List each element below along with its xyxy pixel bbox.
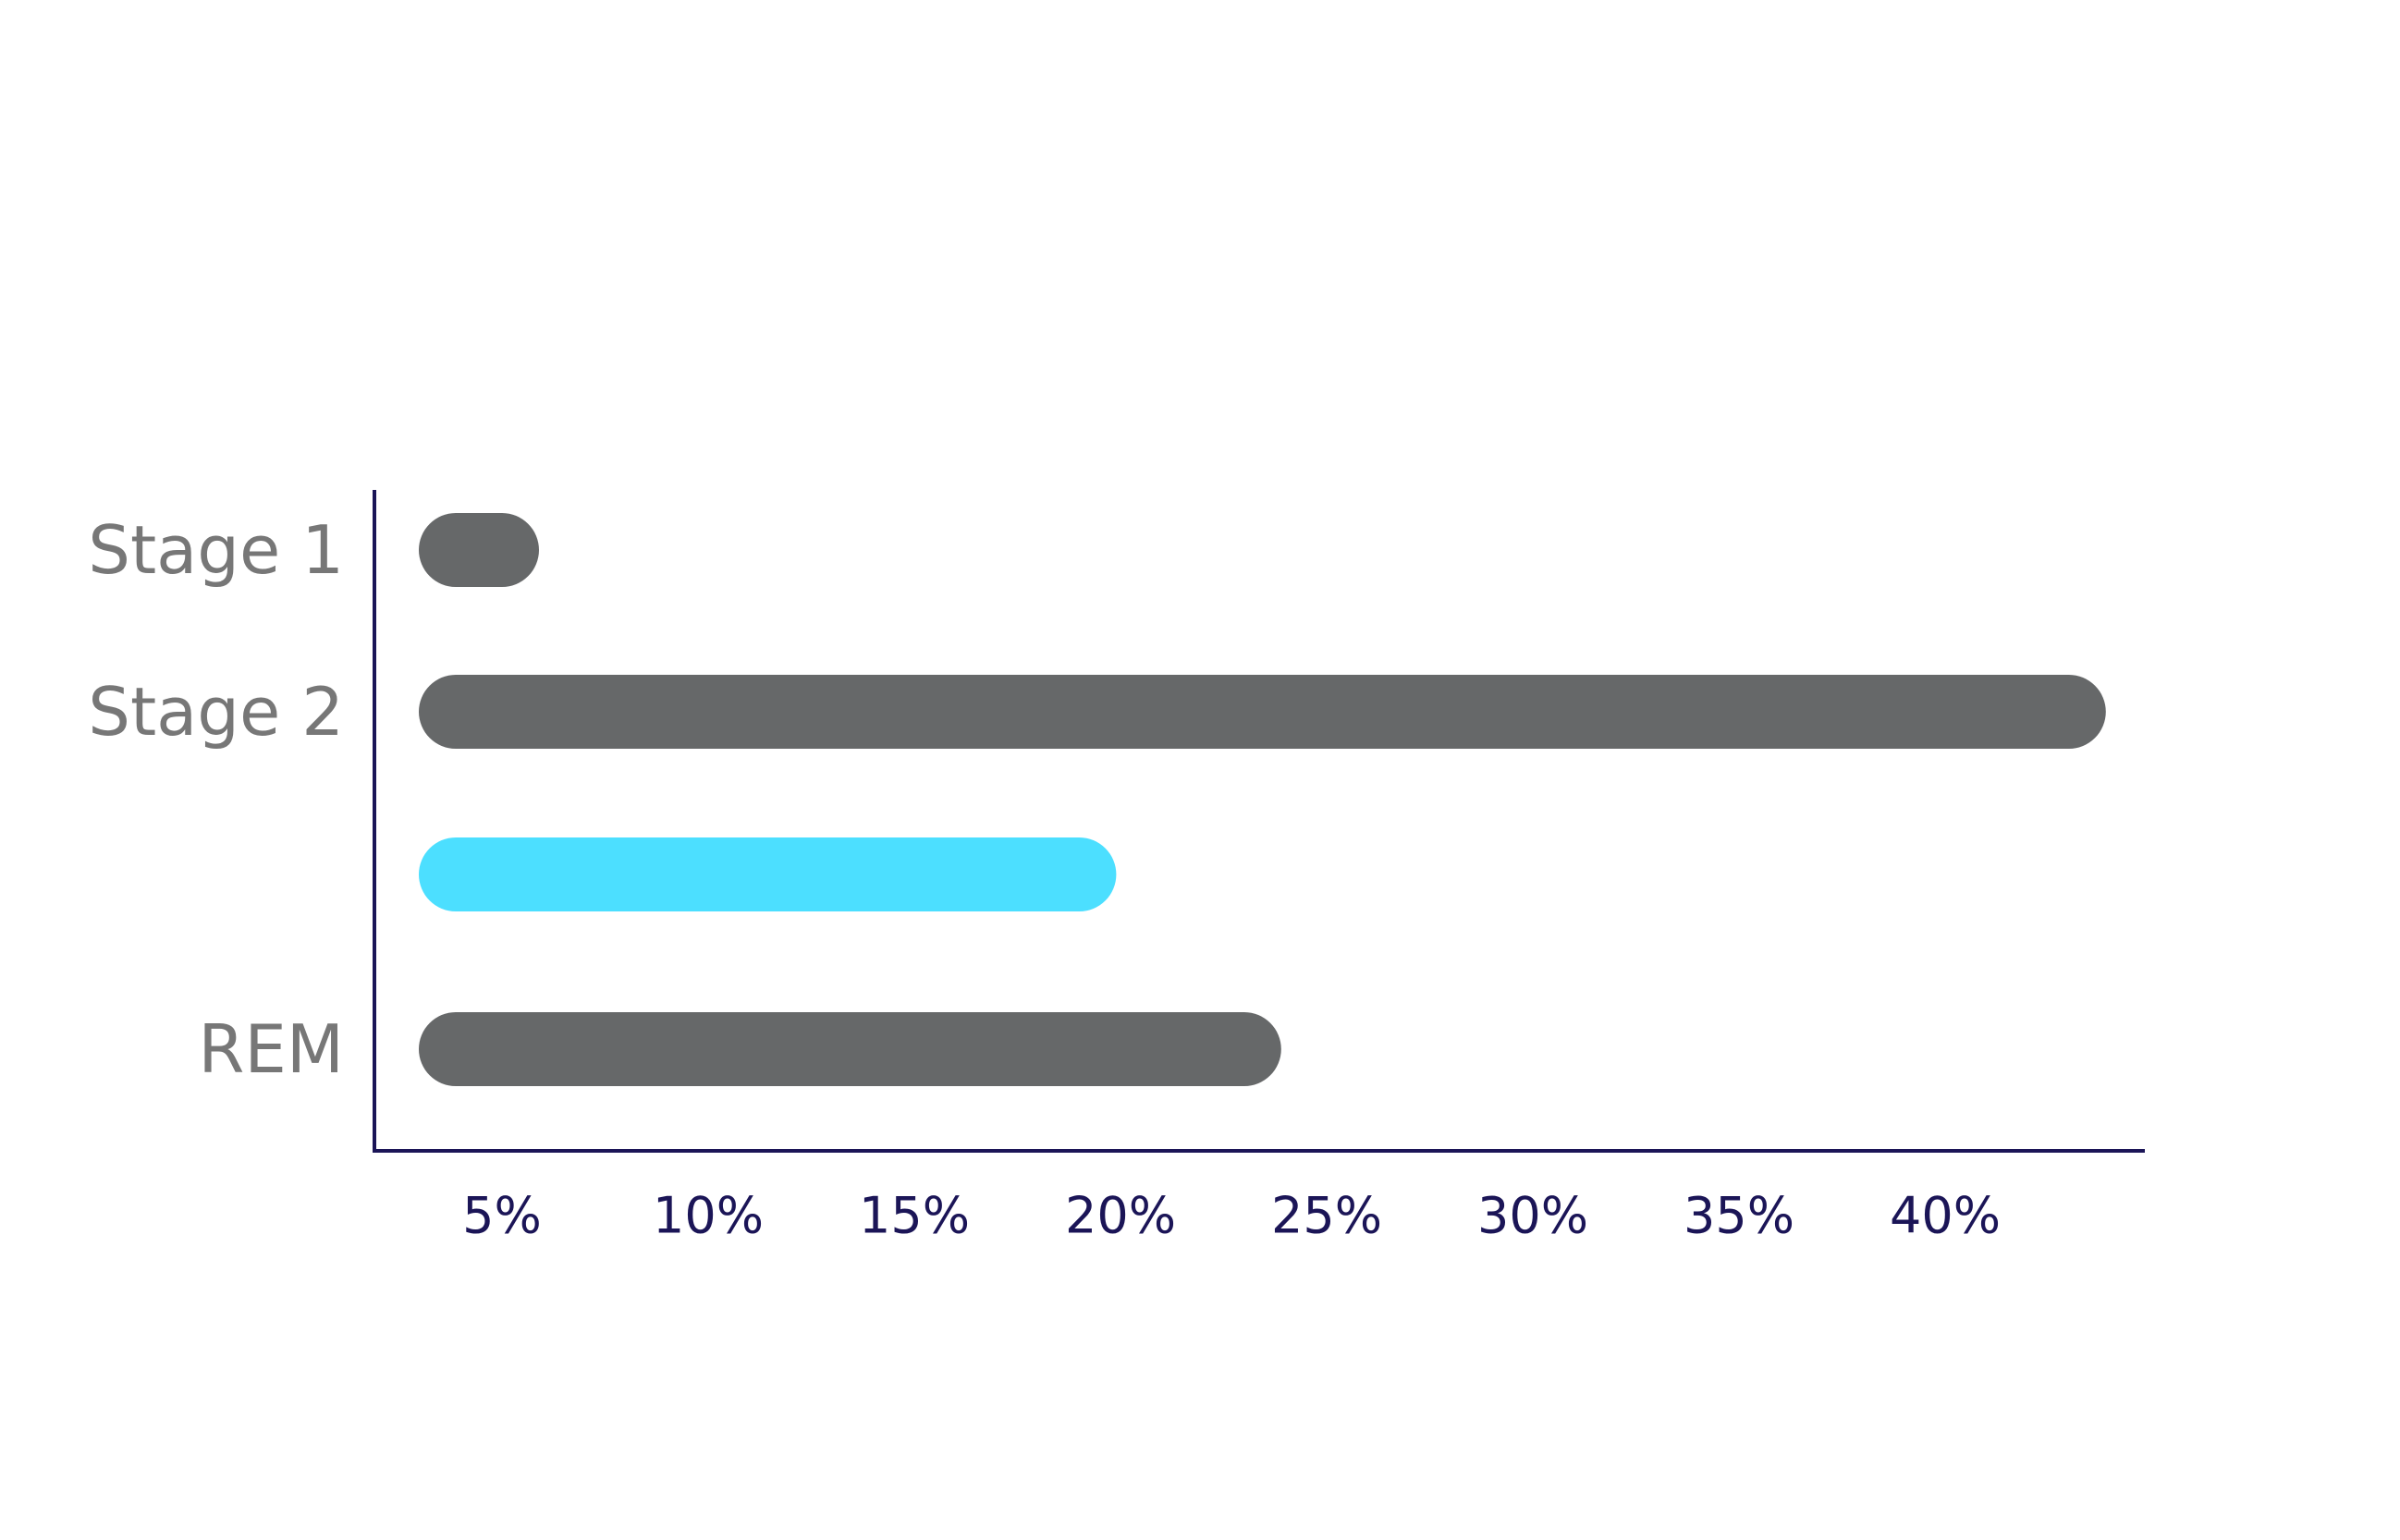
x-tick-label: 35% (1684, 1187, 1794, 1245)
bar-stage-2 (419, 675, 2106, 749)
bar-stage-1 (419, 513, 539, 587)
x-tick-labels-group: 5% 10% 15% 20% 25% 30% 35% 40% (462, 1187, 2001, 1245)
x-tick-label: 20% (1065, 1187, 1176, 1245)
category-labels-group: Stage 1 Stage 2 REM (88, 511, 344, 1088)
category-label-stage-2: Stage 2 (88, 673, 344, 751)
x-tick-label: 25% (1271, 1187, 1382, 1245)
x-tick-label: 30% (1477, 1187, 1588, 1245)
x-tick-label: 5% (462, 1187, 542, 1245)
bar-unlabeled (419, 837, 1117, 911)
bars-group (419, 513, 2106, 1086)
bar-rem (419, 1012, 1281, 1086)
x-tick-label: 40% (1890, 1187, 2001, 1245)
x-tick-label: 15% (859, 1187, 970, 1245)
category-label-stage-1: Stage 1 (88, 511, 344, 589)
category-label-rem: REM (198, 1010, 344, 1088)
x-tick-label: 10% (653, 1187, 764, 1245)
